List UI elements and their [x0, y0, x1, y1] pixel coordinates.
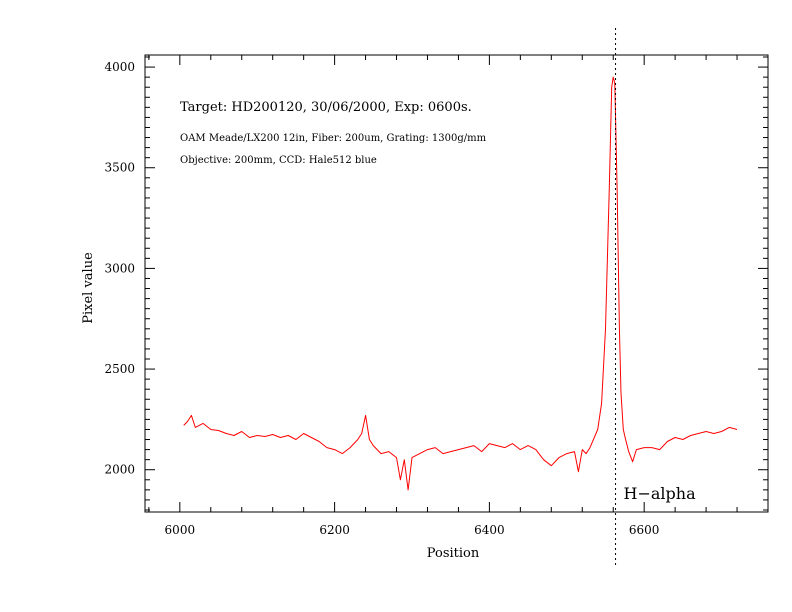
- x-tick-label: 6200: [319, 523, 350, 537]
- axis-tick-labels: 2000 2500 3000 3500 4000 6000 6200 6400 6600: [104, 60, 659, 537]
- y-axis-label: Pixel value: [81, 252, 96, 324]
- x-tick-label: 6600: [629, 523, 660, 537]
- series-layer: [183, 76, 738, 491]
- x-tick-label: 6400: [474, 523, 505, 537]
- annotation-instrument: OAM Meade/LX200 12in, Fiber: 200um, Grat…: [180, 133, 487, 144]
- spectrum-line: [183, 76, 738, 491]
- y-tick-label: 2000: [104, 463, 135, 477]
- h-alpha-label: H−alpha: [624, 484, 697, 503]
- annotation-target: Target: HD200120, 30/06/2000, Exp: 0600s…: [180, 100, 472, 115]
- y-tick-label: 4000: [104, 60, 135, 74]
- x-tick-label: 6000: [165, 523, 196, 537]
- y-tick-label: 3000: [104, 261, 135, 275]
- annotation-objective: Objective: 200mm, CCD: Hale512 blue: [180, 155, 377, 166]
- y-tick-label: 2500: [104, 362, 135, 376]
- plot-frame: [144, 54, 769, 513]
- x-axis-label: Position: [427, 546, 480, 561]
- axis-ticks: [145, 55, 769, 512]
- y-tick-label: 3500: [104, 161, 135, 175]
